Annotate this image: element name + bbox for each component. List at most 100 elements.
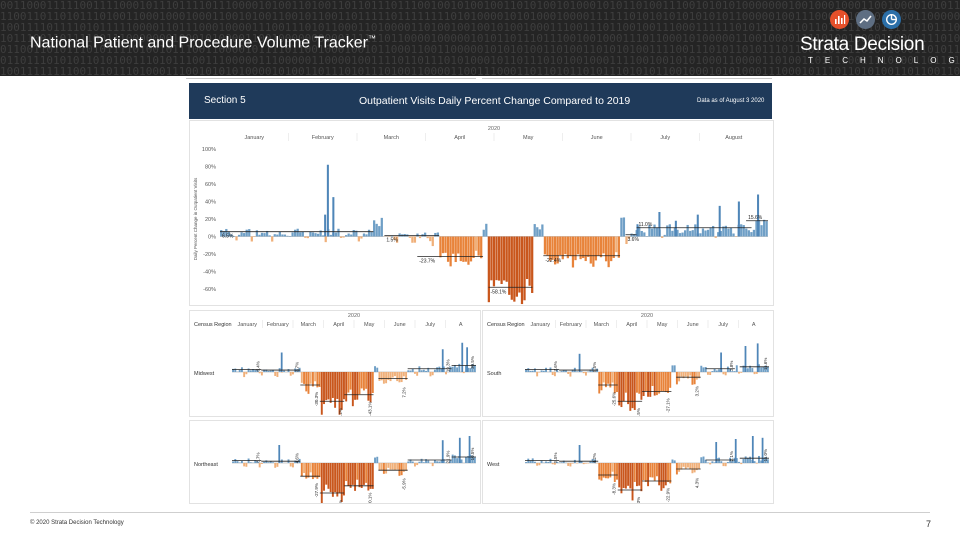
month-label: March [594, 322, 609, 328]
daily-bar [658, 463, 661, 486]
daily-bar [655, 227, 659, 237]
daily-bar [240, 232, 243, 237]
company-logo-text: Strata Decision [800, 34, 925, 55]
spike-bar [578, 353, 581, 372]
daily-bar [731, 460, 734, 463]
daily-bar [234, 459, 237, 463]
daily-bar [508, 236, 511, 295]
daily-bar [538, 229, 541, 237]
daily-bar [318, 463, 321, 478]
daily-bar [618, 372, 621, 406]
daily-bar [700, 365, 703, 372]
national-chart-panel: 2020 January February March April May June July… [189, 120, 774, 306]
daily-bar [311, 463, 314, 480]
daily-bar [375, 223, 378, 237]
daily-bar [265, 230, 269, 237]
daily-bar [389, 463, 392, 470]
daily-bar [382, 372, 385, 384]
title-banner: 0011000111110011110001011101111011100001… [0, 0, 960, 76]
daily-bar [440, 368, 443, 372]
daily-bar [649, 463, 652, 478]
daily-bar [459, 236, 462, 262]
daily-bar [706, 229, 710, 237]
daily-bar [613, 463, 616, 483]
daily-bar [704, 230, 707, 237]
daily-bar [385, 372, 388, 384]
daily-bar [647, 372, 650, 397]
daily-bar [398, 372, 401, 383]
daily-bar [644, 463, 647, 482]
daily-bar [304, 236, 307, 238]
daily-bar [324, 236, 327, 243]
daily-bar [653, 463, 656, 481]
daily-bar [663, 234, 666, 237]
daily-bar [407, 370, 410, 372]
y-tick-label: 20% [205, 217, 216, 223]
daily-bar [713, 462, 716, 463]
period-mean-label: -54.2% [338, 408, 343, 416]
daily-bar [615, 236, 618, 253]
daily-bar [687, 463, 689, 468]
daily-bar [698, 463, 701, 470]
daily-bar [760, 460, 763, 463]
spike-bar [578, 445, 581, 463]
daily-bar [319, 230, 322, 237]
y-tick-label: 80% [205, 165, 216, 171]
daily-bar [746, 368, 749, 372]
daily-bar [356, 372, 359, 400]
daily-bar [709, 372, 712, 376]
month-label: January [530, 322, 550, 328]
daily-bar [473, 364, 476, 372]
daily-bar [232, 461, 235, 463]
daily-bar [587, 236, 590, 257]
daily-bar [719, 230, 722, 237]
daily-bar [305, 463, 308, 479]
daily-bar [438, 461, 441, 463]
daily-bar [413, 236, 417, 243]
daily-bar [569, 372, 572, 377]
daily-bar [540, 460, 543, 463]
daily-bar [664, 372, 667, 393]
footer-copyright: © 2020 Strata Decision Technology [30, 520, 124, 526]
slide-title: National Patient and Procedure Volume Tr… [30, 34, 376, 52]
daily-bar [471, 455, 474, 463]
daily-bar [427, 367, 430, 372]
daily-bar [655, 463, 658, 477]
daily-bar [548, 236, 552, 261]
daily-bar [592, 236, 595, 267]
daily-bar [327, 463, 330, 489]
daily-bar [604, 236, 608, 262]
daily-bar [642, 372, 645, 397]
daily-bar [360, 236, 363, 239]
daily-bar [276, 234, 279, 237]
daily-bar [662, 463, 665, 489]
period-mean-label: 2.8% [729, 361, 734, 371]
daily-bar [749, 365, 752, 372]
daily-bar [668, 224, 671, 237]
daily-bar [280, 372, 283, 373]
daily-bar [413, 463, 416, 467]
daily-bar [655, 372, 658, 396]
period-mean-label: -50.1% [368, 493, 373, 503]
month-label: June [687, 322, 699, 328]
daily-bar [371, 463, 374, 489]
daily-bar [256, 370, 259, 372]
daily-bar [683, 230, 687, 237]
daily-bar [740, 224, 743, 237]
daily-bar [309, 463, 312, 473]
daily-bar [536, 372, 539, 377]
daily-bar [485, 223, 488, 237]
month-label: July [718, 322, 728, 328]
daily-bar [316, 233, 320, 237]
daily-bar [640, 372, 643, 400]
year-label: 2020 [641, 313, 653, 319]
daily-bar [538, 463, 541, 466]
daily-bar [436, 232, 439, 237]
daily-bar [365, 463, 368, 483]
daily-bar [735, 458, 738, 463]
daily-bar [582, 372, 585, 374]
daily-bar [602, 372, 605, 383]
footer-divider [30, 512, 930, 513]
y-tick-label: 0% [208, 235, 216, 241]
daily-bar [709, 227, 712, 237]
